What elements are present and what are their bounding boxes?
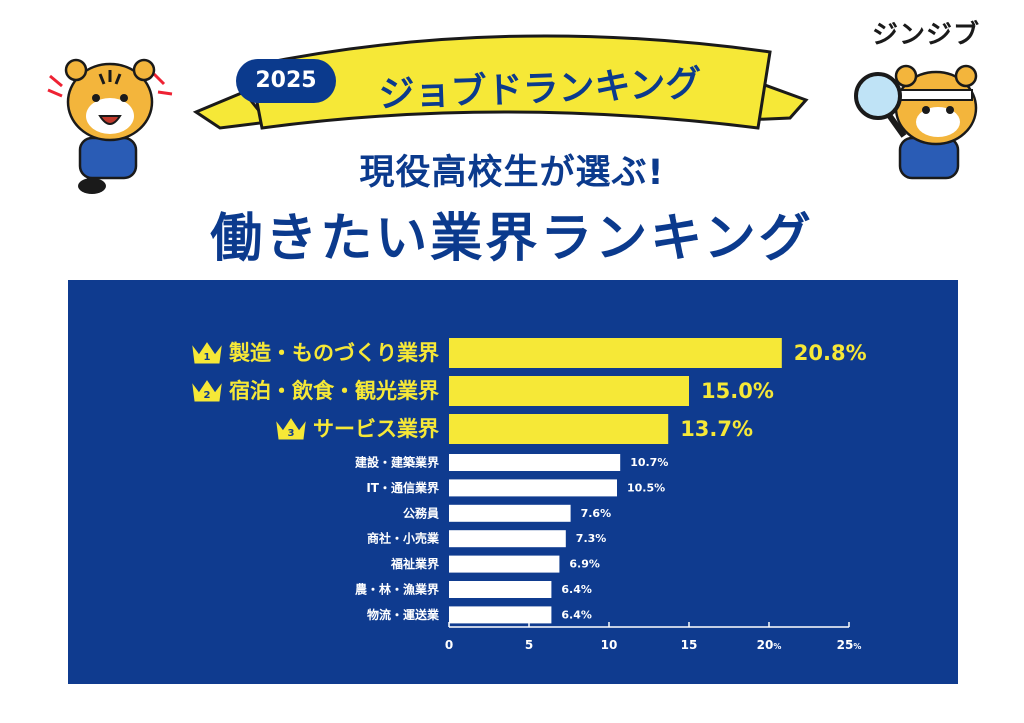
bar-9 <box>449 581 552 598</box>
x-tick-label: 20% <box>757 638 782 652</box>
bar-7 <box>449 530 566 548</box>
ribbon-body <box>248 34 772 130</box>
x-tick-label: 25% <box>837 638 862 652</box>
value-label-10: 6.4% <box>561 608 592 621</box>
x-tick-label: 15 <box>681 638 698 652</box>
category-label-1: 製造・ものづくり業界 <box>228 341 439 365</box>
value-label-5: 10.5% <box>627 481 665 494</box>
value-label-1: 20.8% <box>794 341 867 365</box>
tiger-mascot-right-icon <box>854 64 978 180</box>
bar-10 <box>449 606 552 624</box>
brand-logo: ジンジブ <box>872 20 981 50</box>
category-label-7: 商社・小売業 <box>367 531 440 546</box>
category-label-5: IT・通信業界 <box>366 480 439 495</box>
chart-panel: 製造・ものづくり業界 1 宿泊・飲食・観光業界 2 サービス業界 3 建設・建築業界 IT・通… <box>68 280 958 684</box>
bar-4 <box>449 454 621 471</box>
rank-number: 3 <box>288 428 295 439</box>
subtitle: 現役高校生が選ぶ! <box>359 153 665 193</box>
bar-5 <box>449 479 617 497</box>
x-tick-label: 0 <box>445 638 453 652</box>
rank-number: 1 <box>204 352 211 363</box>
value-label-4: 10.7% <box>630 456 668 469</box>
x-tick-label: 10 <box>601 638 618 652</box>
x-tick-label: 5 <box>525 638 533 652</box>
value-label-3: 13.7% <box>680 417 753 441</box>
tick-unit: % <box>853 642 861 651</box>
bar-8 <box>449 555 560 573</box>
year-badge: 2025 <box>236 59 336 103</box>
page-title: 働きたい業界ランキング <box>210 209 814 269</box>
category-label-2: 宿泊・飲食・観光業界 <box>229 379 439 403</box>
category-label-4: 建設・建築業界 <box>354 455 439 470</box>
bar-3 <box>449 414 669 444</box>
bar-1 <box>449 338 782 368</box>
value-label-6: 7.6% <box>581 507 612 520</box>
rank-number: 2 <box>204 390 211 401</box>
bar-6 <box>449 504 571 522</box>
category-label-9: 農・林・漁業界 <box>355 582 439 597</box>
bar-chart: 製造・ものづくり業界 1 宿泊・飲食・観光業界 2 サービス業界 3 建設・建築業界 IT・通… <box>192 338 867 652</box>
category-label-10: 物流・運送業 <box>367 607 440 622</box>
crown-icon: 2 <box>192 380 222 402</box>
category-label-8: 福祉業界 <box>390 556 439 571</box>
tick-unit: % <box>773 642 781 651</box>
value-label-2: 15.0% <box>701 379 774 403</box>
crown-icon: 1 <box>192 342 222 364</box>
value-label-8: 6.9% <box>569 558 600 571</box>
category-label-3: サービス業界 <box>313 417 439 441</box>
bar-2 <box>449 376 689 406</box>
crown-icon: 3 <box>276 418 306 440</box>
value-label-7: 7.3% <box>576 532 607 545</box>
tiger-mascot-left-icon <box>47 58 173 194</box>
value-label-9: 6.4% <box>561 583 592 596</box>
banner-ribbon <box>192 34 809 130</box>
category-label-6: 公務員 <box>403 505 439 520</box>
